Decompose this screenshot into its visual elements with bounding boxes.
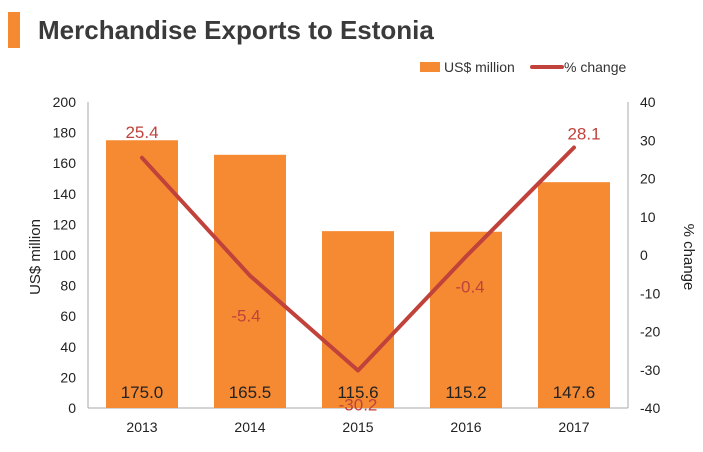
y2-tick-label: 20 (640, 171, 656, 187)
x-tick-label: 2017 (558, 419, 589, 435)
y2-tick-label: -30 (640, 362, 660, 378)
legend-bar-swatch (420, 62, 440, 72)
y-tick-label: 0 (68, 400, 76, 416)
bar-data-label: 115.6 (337, 383, 378, 402)
y-axis-label: US$ million (27, 219, 44, 295)
y-tick-label: 40 (60, 339, 76, 355)
legend-line-label: % change (564, 59, 626, 75)
y2-tick-label: -40 (640, 400, 660, 416)
line-data-label: -0.4 (455, 278, 484, 297)
chart-title: Merchandise Exports to Estonia (38, 15, 434, 45)
y2-tick-label: 0 (640, 247, 648, 263)
y2-tick-label: 30 (640, 132, 656, 148)
line-data-label: -5.4 (231, 307, 260, 326)
bar (214, 154, 286, 408)
y-tick-label: 60 (60, 308, 76, 324)
legend-bar-label: US$ million (444, 59, 515, 75)
y-tick-label: 180 (53, 125, 77, 141)
bar (322, 231, 394, 408)
percent-change-line (140, 145, 576, 373)
y-tick-label: 80 (60, 278, 76, 294)
legend: US$ million % change (420, 59, 626, 75)
line-data-label: 25.4 (125, 123, 158, 142)
y2-tick-label: 40 (640, 94, 656, 110)
x-tick-label: 2014 (234, 419, 265, 435)
bar-data-label: 115.2 (445, 383, 486, 402)
y2-tick-label: 10 (640, 209, 656, 225)
line-data-label: 28.1 (567, 125, 600, 144)
line-data-label: -30.2 (339, 396, 378, 415)
y-tick-label: 100 (53, 247, 77, 263)
bar-data-label: 165.5 (229, 383, 272, 402)
bar-data-label: 175.0 (121, 383, 164, 402)
y2-axis-label: % change (680, 224, 697, 291)
bar (106, 140, 178, 408)
bar-data-label: 147.6 (553, 383, 596, 402)
y-tick-label: 120 (53, 216, 77, 232)
y2-tick-label: -10 (640, 285, 660, 301)
x-tick-label: 2016 (450, 419, 481, 435)
y-tick-label: 200 (53, 94, 77, 110)
bar (538, 182, 610, 408)
bar (430, 231, 502, 408)
y-tick-label: 20 (60, 369, 76, 385)
x-tick-label: 2013 (126, 419, 157, 435)
plot-area: 0 20 40 60 80 100 120 140 160 180 200 -40 -30 -20 -10 0… (53, 94, 661, 435)
y2-tick-label: -20 (640, 324, 660, 340)
y-tick-label: 160 (53, 155, 77, 171)
x-tick-label: 2015 (342, 419, 373, 435)
title-accent-bar (8, 12, 20, 48)
y-tick-label: 140 (53, 186, 77, 202)
